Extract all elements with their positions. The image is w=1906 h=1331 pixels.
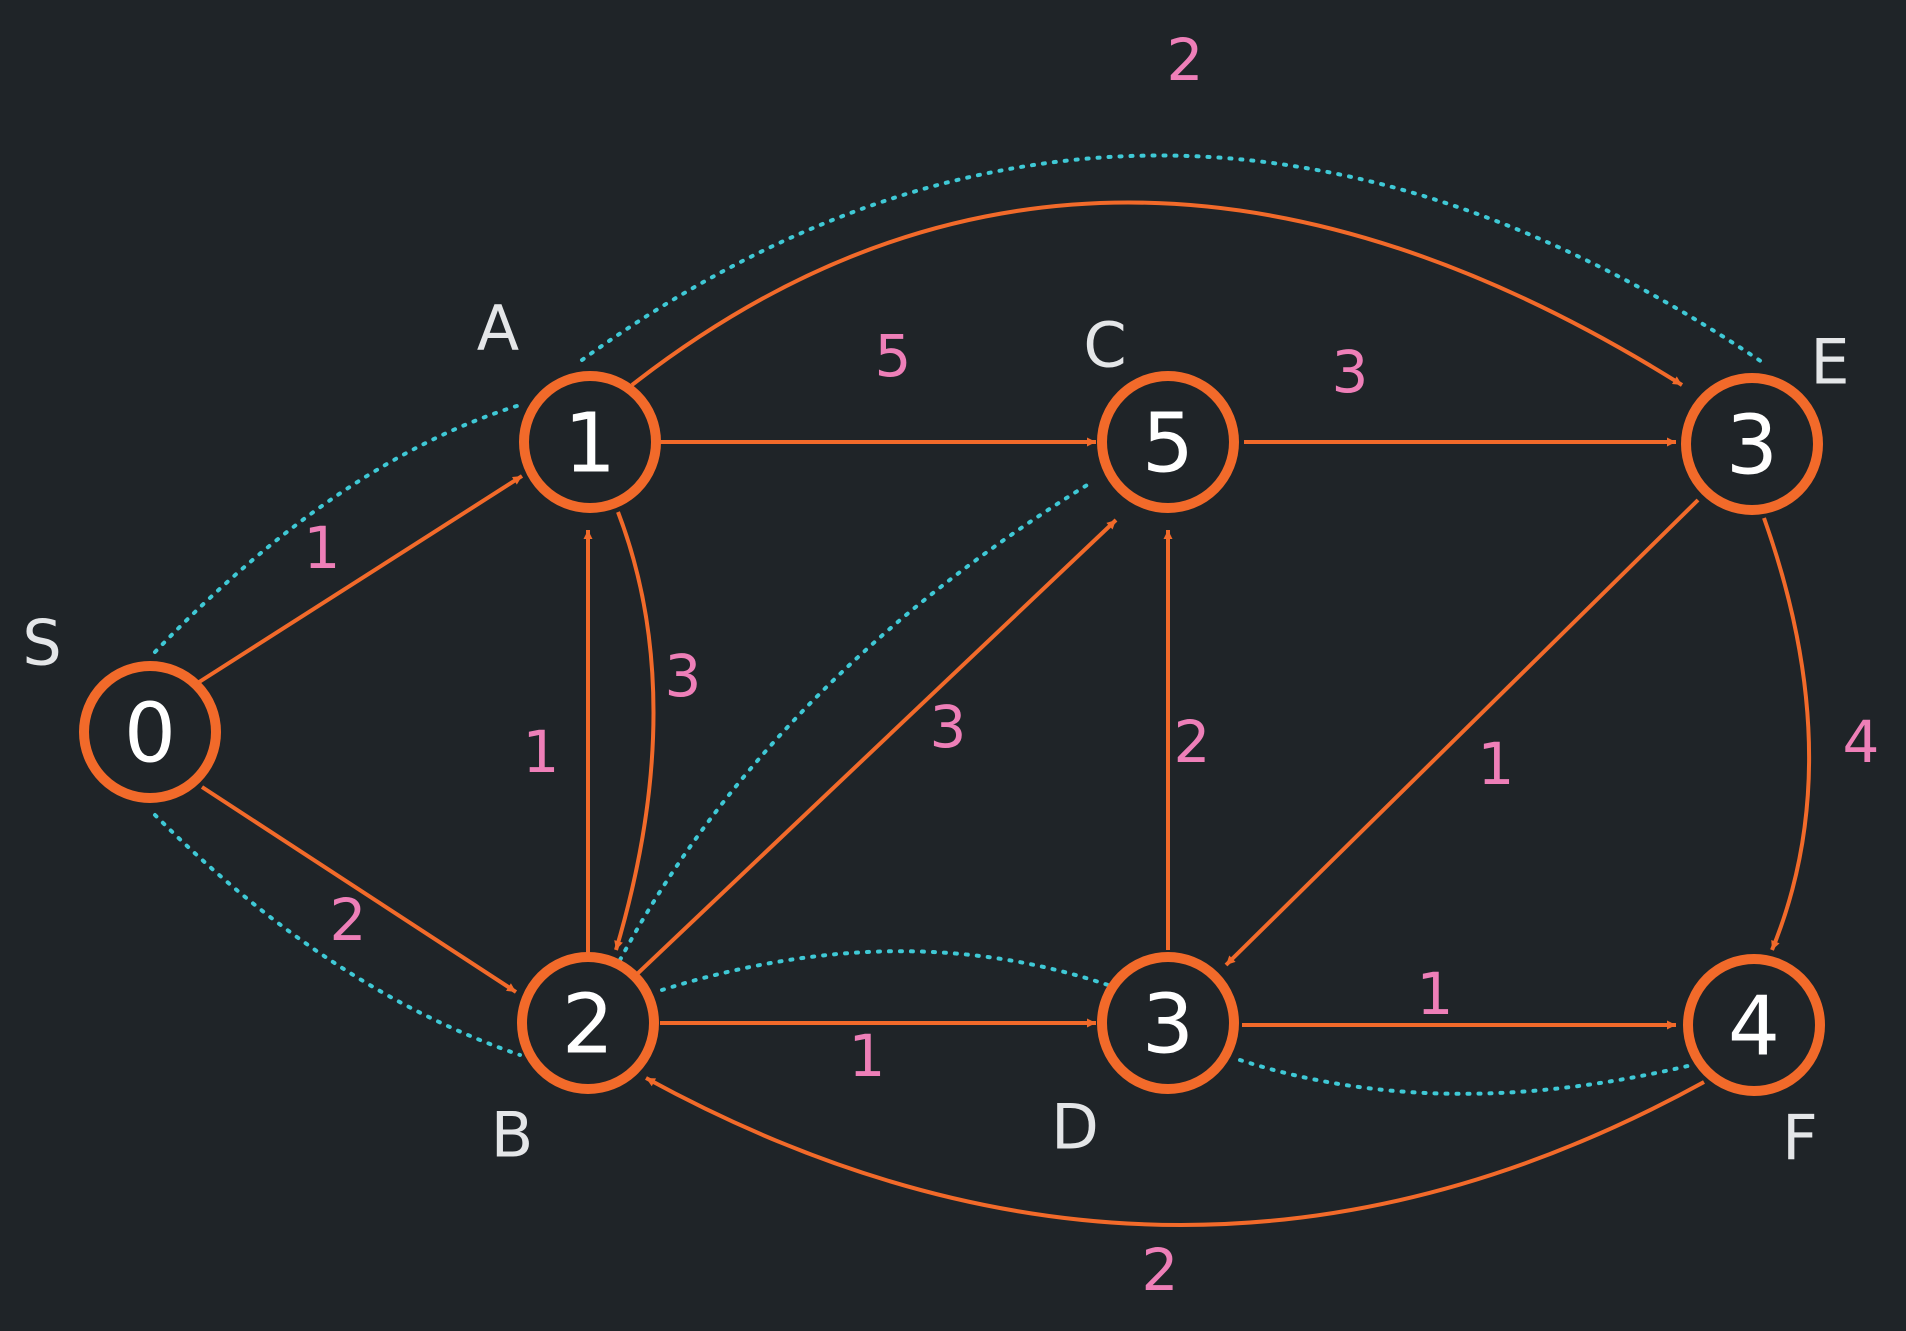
node-b-label: B [491,1099,534,1172]
edge-s-b [200,785,518,994]
weight-e-d: 1 [1478,730,1515,798]
edge-a-b [614,511,656,951]
weight-e-f: 4 [1843,708,1880,776]
highlight-path-s-b [153,813,522,1057]
edge-a-e [630,200,1684,387]
node-d[interactable]: 3 D [1051,952,1239,1164]
node-a-circle [519,371,661,513]
node-s-circle [79,661,221,803]
highlighted-path-layer [153,153,1764,1096]
node-a[interactable]: 1 A [477,292,661,513]
node-e-circle [1681,373,1823,515]
node-a-label: A [477,292,519,365]
weight-a-c: 5 [875,322,912,390]
highlight-path-b-d [660,949,1110,992]
highlight-path-d-f [1238,1058,1694,1096]
node-s-distance: 0 [124,687,176,782]
weight-b-a: 1 [523,718,560,786]
weight-s-b: 2 [330,886,367,954]
node-b-circle [517,952,659,1094]
edge-b-c [634,518,1118,977]
node-d-label: D [1051,1091,1099,1164]
node-d-distance: 3 [1142,978,1194,1073]
weight-c-e: 3 [1332,338,1369,406]
node-f[interactable]: 4 F [1683,954,1825,1175]
weight-d-f: 1 [1417,960,1454,1028]
weight-d-c: 2 [1174,708,1211,776]
edge-s-a [194,474,524,686]
node-c-label: C [1083,309,1126,382]
weight-a-b: 3 [665,642,702,710]
node-b-distance: 2 [562,978,614,1073]
weight-b-d: 1 [849,1022,886,1090]
node-c-circle [1097,371,1239,513]
node-s[interactable]: 0 S [22,607,221,803]
weight-s-a: 1 [304,514,341,582]
node-e[interactable]: 3 E [1681,326,1850,515]
weight-b-c: 3 [930,693,967,761]
highlight-path-s-a [153,403,522,654]
highlight-path-b-c [618,480,1094,962]
node-f-circle [1683,954,1825,1096]
node-f-label: F [1782,1102,1818,1175]
weight-layer: 1 2 5 2 3 1 3 1 3 2 1 4 1 2 [304,26,1880,1304]
weight-f-b: 2 [1142,1236,1179,1304]
node-c[interactable]: 5 C [1083,309,1239,513]
node-f-distance: 4 [1728,980,1780,1075]
node-e-label: E [1810,326,1849,399]
node-s-label: S [22,607,61,680]
highlight-path-a-e [580,153,1764,364]
edge-layer [194,200,1812,1227]
edge-e-f [1762,517,1812,951]
node-c-distance: 5 [1142,397,1194,492]
node-e-distance: 3 [1726,399,1778,494]
node-d-circle [1097,952,1239,1094]
node-b[interactable]: 2 B [491,952,659,1172]
edge-f-b [645,1076,1705,1227]
weight-a-e: 2 [1167,26,1204,94]
edge-e-d [1224,498,1700,967]
node-a-distance: 1 [564,397,616,492]
node-layer: 0 S 1 A 2 B 5 C 3 D 3 E 4 [22,292,1849,1175]
